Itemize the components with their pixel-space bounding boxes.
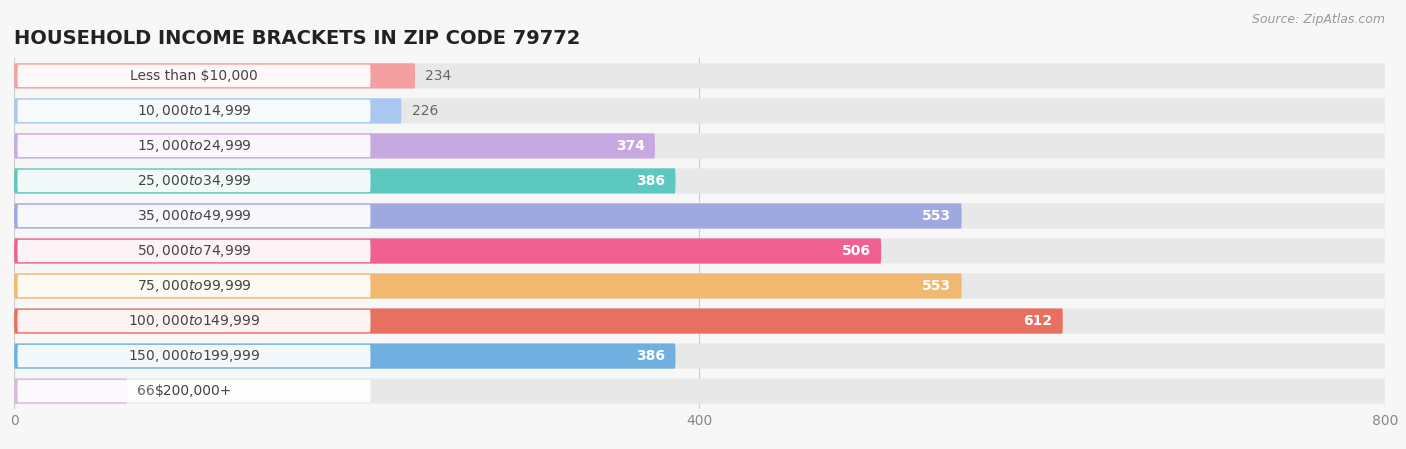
FancyBboxPatch shape xyxy=(14,238,1385,264)
FancyBboxPatch shape xyxy=(17,345,371,367)
FancyBboxPatch shape xyxy=(17,100,371,122)
FancyBboxPatch shape xyxy=(17,65,371,87)
FancyBboxPatch shape xyxy=(17,135,371,157)
FancyBboxPatch shape xyxy=(17,380,371,402)
FancyBboxPatch shape xyxy=(14,308,1385,334)
FancyBboxPatch shape xyxy=(14,343,1385,369)
Text: $25,000 to $34,999: $25,000 to $34,999 xyxy=(136,173,252,189)
FancyBboxPatch shape xyxy=(14,238,882,264)
FancyBboxPatch shape xyxy=(17,205,371,227)
FancyBboxPatch shape xyxy=(14,63,1385,88)
FancyBboxPatch shape xyxy=(14,203,1385,229)
FancyBboxPatch shape xyxy=(14,133,655,158)
Text: $10,000 to $14,999: $10,000 to $14,999 xyxy=(136,103,252,119)
FancyBboxPatch shape xyxy=(14,343,675,369)
Text: $75,000 to $99,999: $75,000 to $99,999 xyxy=(136,278,252,294)
Text: 386: 386 xyxy=(636,174,665,188)
Text: Less than $10,000: Less than $10,000 xyxy=(131,69,257,83)
FancyBboxPatch shape xyxy=(14,379,1385,404)
FancyBboxPatch shape xyxy=(17,240,371,262)
FancyBboxPatch shape xyxy=(14,379,127,404)
FancyBboxPatch shape xyxy=(14,203,962,229)
Text: Source: ZipAtlas.com: Source: ZipAtlas.com xyxy=(1251,13,1385,26)
Text: 612: 612 xyxy=(1024,314,1053,328)
FancyBboxPatch shape xyxy=(14,168,675,194)
Text: $15,000 to $24,999: $15,000 to $24,999 xyxy=(136,138,252,154)
Text: 386: 386 xyxy=(636,349,665,363)
Text: 374: 374 xyxy=(616,139,644,153)
FancyBboxPatch shape xyxy=(17,275,371,297)
FancyBboxPatch shape xyxy=(17,170,371,192)
FancyBboxPatch shape xyxy=(14,273,962,299)
FancyBboxPatch shape xyxy=(14,98,1385,123)
Text: $50,000 to $74,999: $50,000 to $74,999 xyxy=(136,243,252,259)
Text: HOUSEHOLD INCOME BRACKETS IN ZIP CODE 79772: HOUSEHOLD INCOME BRACKETS IN ZIP CODE 79… xyxy=(14,30,581,48)
Text: $100,000 to $149,999: $100,000 to $149,999 xyxy=(128,313,260,329)
FancyBboxPatch shape xyxy=(14,168,1385,194)
FancyBboxPatch shape xyxy=(14,63,415,88)
Text: $35,000 to $49,999: $35,000 to $49,999 xyxy=(136,208,252,224)
Text: 234: 234 xyxy=(425,69,451,83)
FancyBboxPatch shape xyxy=(17,310,371,332)
FancyBboxPatch shape xyxy=(14,308,1063,334)
Text: $200,000+: $200,000+ xyxy=(155,384,232,398)
FancyBboxPatch shape xyxy=(14,133,1385,158)
Text: 553: 553 xyxy=(922,279,952,293)
Text: 506: 506 xyxy=(842,244,870,258)
Text: $150,000 to $199,999: $150,000 to $199,999 xyxy=(128,348,260,364)
Text: 66: 66 xyxy=(138,384,155,398)
FancyBboxPatch shape xyxy=(14,98,401,123)
Text: 226: 226 xyxy=(412,104,439,118)
Text: 553: 553 xyxy=(922,209,952,223)
FancyBboxPatch shape xyxy=(14,273,1385,299)
